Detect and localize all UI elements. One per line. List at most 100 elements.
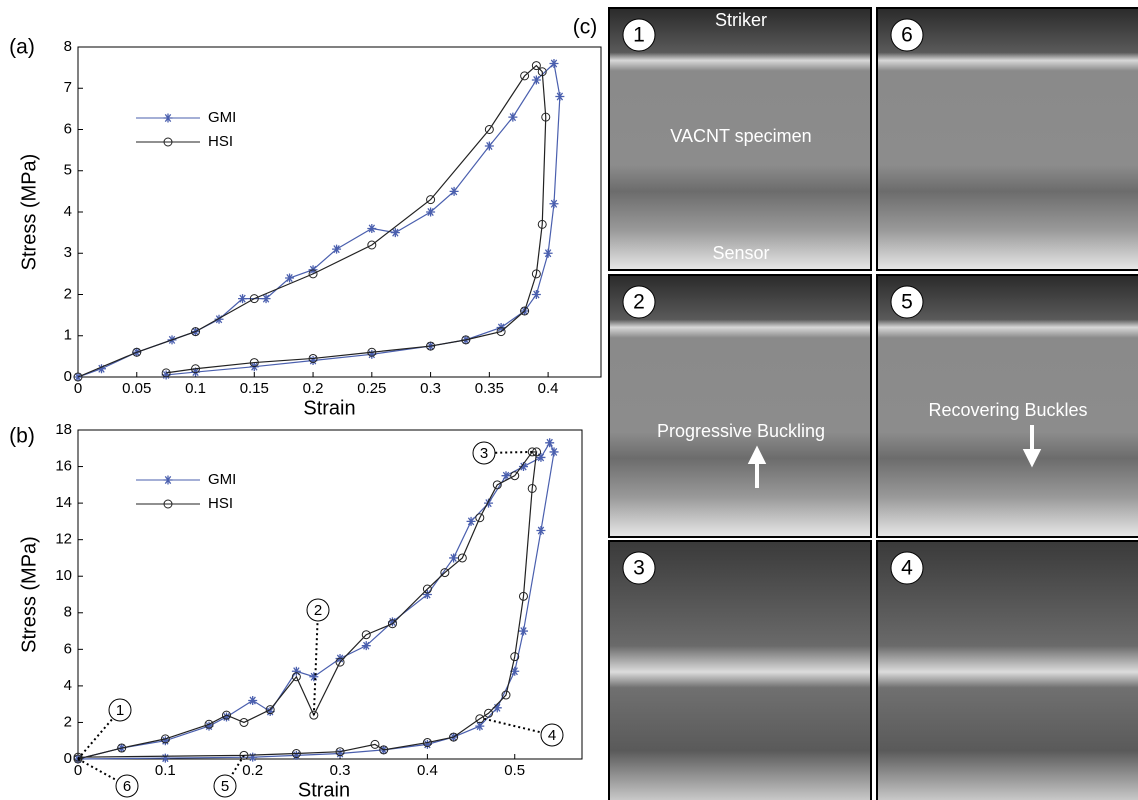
- legend-label: HSI: [208, 495, 233, 512]
- frame-badge: [890, 551, 924, 585]
- marker: [531, 75, 541, 85]
- annotation-badge: [213, 774, 237, 798]
- annotation-label: 4: [548, 727, 556, 744]
- marker: [501, 471, 511, 481]
- marker: [496, 327, 506, 337]
- x-tick-label: 0.1: [155, 762, 176, 779]
- marker: [449, 186, 459, 196]
- marker: [475, 714, 485, 724]
- marker: [475, 721, 485, 731]
- marker: [422, 590, 432, 599]
- frame-number: 1: [633, 24, 645, 47]
- marker: [532, 447, 542, 457]
- marker: [367, 349, 377, 359]
- panel-label: (a): [9, 36, 35, 59]
- frame-badge: [890, 285, 924, 319]
- plot-frame: [77, 46, 602, 378]
- marker: [510, 652, 520, 662]
- marker: [531, 290, 541, 299]
- marker: [422, 584, 432, 594]
- marker: [308, 353, 318, 363]
- frame-image: [608, 274, 872, 538]
- marker: [555, 92, 565, 101]
- annotation-label: 1: [116, 702, 124, 719]
- marker: [261, 294, 271, 304]
- marker: [422, 738, 432, 748]
- marker: [73, 752, 83, 762]
- marker: [531, 269, 541, 279]
- y-tick-label: 12: [55, 531, 72, 548]
- marker: [309, 672, 319, 682]
- x-tick-label: 0.3: [330, 762, 351, 779]
- marker: [536, 452, 546, 462]
- marker: [221, 710, 231, 720]
- y-tick-label: 5: [64, 162, 72, 179]
- marker: [537, 219, 547, 229]
- marker: [426, 195, 436, 205]
- marker: [97, 364, 107, 374]
- marker: [291, 672, 301, 682]
- marker: [484, 498, 494, 508]
- y-tick-label: 4: [64, 677, 72, 694]
- y-tick-label: 0: [64, 368, 72, 385]
- marker: [531, 61, 541, 71]
- marker: [518, 591, 528, 601]
- frame-number: 4: [901, 557, 913, 580]
- x-tick-label: 0: [74, 380, 82, 397]
- arrow: [1022, 425, 1042, 468]
- marker: [163, 137, 173, 147]
- series-line: [77, 64, 547, 378]
- marker: [291, 666, 301, 676]
- image-label: Recovering Buckles: [928, 400, 1087, 420]
- frame-badge: [622, 18, 656, 52]
- marker: [161, 368, 171, 378]
- marker: [248, 696, 258, 706]
- panel-label: (b): [9, 425, 35, 448]
- marker: [239, 750, 249, 760]
- image-label: Sensor: [712, 243, 769, 263]
- marker: [132, 347, 142, 357]
- marker: [367, 224, 377, 233]
- marker: [370, 739, 380, 749]
- frame-badge: [622, 285, 656, 319]
- marker: [332, 244, 342, 254]
- marker: [161, 370, 171, 380]
- marker: [308, 269, 318, 279]
- y-tick-label: 0: [64, 750, 72, 767]
- series-line: [77, 451, 538, 760]
- frame-number: 3: [633, 557, 645, 580]
- annotation-badge: [108, 698, 132, 722]
- x-tick-label: 0.4: [417, 762, 438, 779]
- y-tick-label: 14: [55, 494, 72, 511]
- marker: [426, 341, 436, 351]
- marker: [285, 273, 295, 283]
- frame-number: 2: [633, 291, 645, 314]
- marker: [291, 749, 301, 759]
- legend-label: GMI: [208, 471, 236, 488]
- frame-image: [876, 540, 1138, 800]
- marker: [335, 657, 345, 667]
- marker: [390, 228, 400, 238]
- marker: [239, 717, 249, 727]
- legend-label: GMI: [208, 109, 236, 126]
- x-tick-label: 0.25: [357, 380, 386, 397]
- x-tick-label: 0.2: [242, 762, 263, 779]
- marker: [537, 67, 547, 77]
- marker: [457, 553, 467, 563]
- marker: [449, 553, 459, 563]
- marker: [520, 306, 530, 316]
- marker: [335, 749, 345, 759]
- y-tick-label: 8: [64, 604, 72, 621]
- marker: [163, 113, 173, 123]
- x-tick-label: 0: [74, 762, 82, 779]
- marker: [191, 367, 201, 377]
- image-label: VACNT specimen: [670, 126, 811, 146]
- marker: [367, 347, 377, 357]
- marker: [361, 641, 371, 651]
- arrow: [747, 445, 767, 488]
- marker: [510, 471, 520, 481]
- annotation-leader: [483, 717, 553, 736]
- marker: [527, 447, 537, 457]
- y-tick-label: 2: [64, 285, 72, 302]
